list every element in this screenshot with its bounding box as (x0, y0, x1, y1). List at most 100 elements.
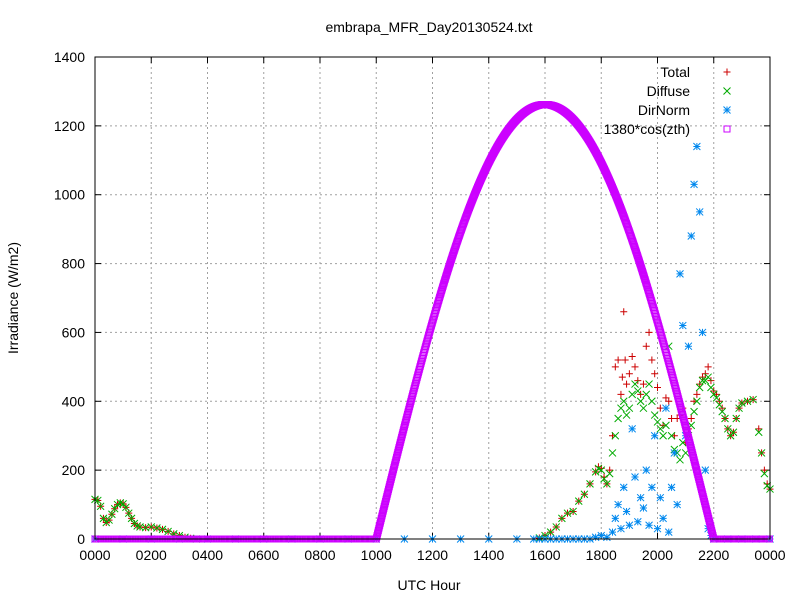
data-point (606, 466, 614, 474)
data-point (707, 383, 715, 392)
legend-marker (723, 68, 731, 76)
x-tick-label: 1600 (529, 547, 560, 563)
data-point (687, 415, 695, 422)
x-tick-label: 2200 (698, 547, 729, 563)
data-point (704, 373, 712, 382)
data-point (603, 480, 611, 488)
chart-title: embrapa_MFR_Day20130524.txt (325, 19, 532, 35)
data-point (96, 502, 105, 511)
data-point (636, 397, 645, 406)
data-point (678, 321, 687, 330)
data-point (563, 509, 572, 518)
data-point (625, 370, 633, 378)
data-point (676, 270, 684, 278)
data-point (701, 466, 710, 474)
data-point (693, 142, 701, 151)
data-point (662, 421, 670, 430)
data-point (721, 414, 729, 423)
data-point (645, 521, 653, 530)
plot-frame (94, 56, 771, 540)
data-point (715, 400, 724, 409)
x-axis: 0000 0200 0400 0600 0800 1000 1200 1400 1600 1800… (79, 57, 786, 563)
data-point (662, 404, 670, 413)
data-point (690, 180, 698, 189)
data-point (690, 407, 698, 416)
y-tick-label: 0 (77, 531, 85, 547)
x-tick-label: 0600 (248, 547, 279, 563)
y-tick-label: 400 (62, 393, 86, 409)
data-point (653, 418, 662, 426)
data-point (695, 383, 704, 392)
data-point (574, 497, 583, 505)
data-point (693, 390, 701, 398)
data-point (654, 384, 661, 392)
data-point (667, 431, 676, 440)
x-axis-label: UTC Hour (397, 577, 460, 593)
data-point (648, 483, 656, 492)
data-point (611, 514, 620, 523)
data-point (698, 328, 707, 337)
data-point (667, 483, 676, 492)
data-point (651, 370, 659, 378)
data-point (628, 390, 637, 399)
legend-label: Diffuse (647, 83, 691, 99)
data-point (124, 509, 133, 518)
y-tick-label: 1400 (54, 49, 85, 65)
data-point (639, 380, 647, 388)
data-point (580, 490, 589, 499)
data-point (605, 469, 614, 478)
data-point (631, 363, 639, 371)
data-point (664, 528, 673, 536)
data-point (648, 397, 656, 406)
data-point (621, 356, 629, 364)
data-point (723, 424, 732, 433)
data-point (153, 524, 161, 532)
data-point (665, 397, 673, 405)
data-point (622, 411, 631, 419)
x-tick-label: 1800 (586, 547, 617, 563)
data-point (757, 449, 766, 457)
data-point (619, 397, 628, 406)
x-tick-label: 1400 (473, 547, 504, 563)
x-tick-label: 1000 (361, 547, 392, 563)
data-point (650, 431, 659, 440)
x-tick-label: 0200 (136, 547, 167, 563)
data-point (648, 356, 656, 364)
data-point (617, 390, 625, 398)
legend-label: DirNorm (638, 102, 690, 118)
data-point (698, 376, 707, 385)
data-point (650, 411, 659, 419)
x-tick-label: 0400 (192, 547, 223, 563)
data-point (642, 390, 651, 399)
data-point (591, 533, 600, 542)
data-point (693, 397, 701, 406)
data-point (158, 525, 167, 534)
data-point (642, 342, 650, 350)
data-point (687, 232, 696, 240)
legend-marker (723, 106, 731, 114)
legend-label: Total (660, 64, 690, 80)
legend-label: 1380*cos(zth) (604, 121, 690, 137)
data-point (633, 387, 642, 395)
data-point (704, 363, 712, 371)
data-point (676, 455, 684, 464)
data-point (614, 414, 622, 423)
data-point (116, 498, 125, 507)
data-point (729, 428, 738, 437)
data-point (636, 493, 645, 502)
data-point (645, 328, 653, 336)
data-point (617, 524, 625, 533)
data-point (597, 531, 606, 540)
data-point (620, 308, 628, 316)
data-point (645, 380, 653, 388)
data-point (603, 533, 611, 542)
x-tick-label: 0800 (304, 547, 335, 563)
data-point (614, 500, 622, 509)
legend: Total Diffuse DirNorm 1380*cos(zth) (604, 64, 731, 137)
data-point (108, 510, 116, 519)
data-point (732, 414, 741, 423)
data-point (653, 524, 662, 533)
data-point (597, 466, 606, 474)
data-point (619, 483, 628, 492)
